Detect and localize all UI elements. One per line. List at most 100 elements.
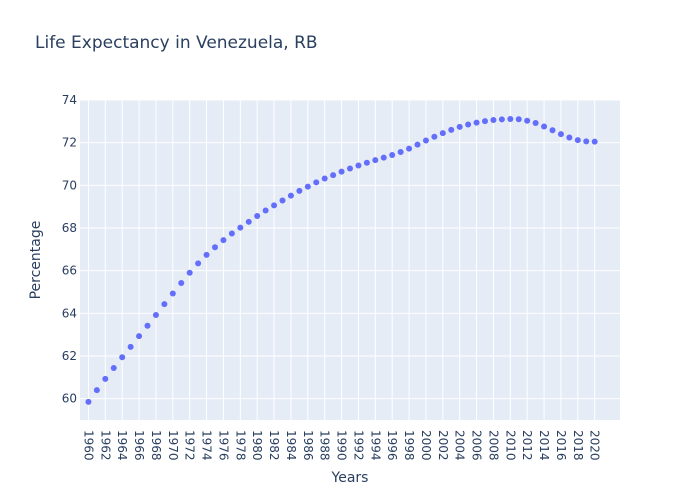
y-tick-labels: 60 62 64 66 68 70 72 74	[62, 93, 77, 406]
y-axis-title: Percentage	[28, 221, 44, 300]
x-tick-label: 2008	[486, 430, 500, 461]
x-tick-label: 2006	[470, 430, 484, 461]
data-point	[321, 175, 328, 182]
data-point	[380, 154, 387, 161]
data-point	[237, 224, 244, 231]
data-point	[448, 126, 455, 133]
data-point	[178, 280, 185, 287]
x-tick-label: 2004	[453, 430, 467, 461]
x-tick-label: 2016	[554, 430, 568, 461]
data-point	[245, 218, 252, 225]
x-tick-label: 2010	[503, 430, 517, 461]
data-point	[465, 121, 472, 128]
data-point	[363, 159, 370, 166]
data-point	[127, 343, 134, 350]
x-tick-label: 1968	[149, 430, 163, 461]
data-point	[119, 354, 126, 361]
data-point	[397, 149, 404, 156]
data-point	[169, 290, 176, 297]
x-tick-label: 2018	[571, 430, 585, 461]
data-point	[110, 364, 117, 371]
data-point	[557, 131, 564, 138]
x-tick-label: 1978	[233, 430, 247, 461]
x-tick-label: 1966	[132, 430, 146, 461]
x-tick-label: 1992	[351, 430, 365, 461]
data-point	[220, 237, 227, 244]
data-point	[406, 145, 413, 152]
data-point	[144, 322, 151, 329]
y-tick-label: 60	[62, 392, 77, 406]
y-tick-label: 70	[62, 178, 77, 192]
y-tick-label: 62	[62, 349, 77, 363]
data-point	[347, 165, 353, 172]
x-tick-label: 2020	[588, 430, 602, 461]
x-tick-label: 2000	[419, 430, 433, 461]
data-point	[574, 137, 581, 144]
data-point	[431, 133, 438, 140]
x-tick-label: 1960	[81, 430, 95, 461]
x-tick-label: 1994	[368, 430, 382, 461]
data-point	[136, 333, 143, 340]
x-tick-label: 1984	[284, 430, 298, 461]
y-tick-label: 74	[62, 93, 77, 107]
data-point	[304, 183, 311, 190]
data-point	[152, 312, 159, 319]
data-point	[389, 152, 396, 159]
plot-area-background	[80, 100, 620, 420]
chart-title: Life Expectancy in Venezuela, RB	[35, 33, 318, 53]
x-tick-label: 1970	[166, 430, 180, 461]
data-point	[262, 207, 269, 214]
data-point	[524, 117, 531, 124]
y-tick-label: 68	[62, 221, 77, 235]
x-tick-label: 2012	[520, 430, 534, 461]
x-tick-label: 1986	[301, 430, 315, 461]
x-tick-label: 1998	[402, 430, 416, 461]
x-tick-label: 1964	[115, 430, 129, 461]
data-point	[186, 269, 193, 276]
data-point	[271, 202, 278, 209]
data-point	[541, 123, 548, 130]
data-point	[515, 116, 522, 123]
data-point	[591, 138, 598, 145]
data-point	[456, 123, 463, 130]
x-axis-title: Years	[331, 470, 369, 486]
data-point	[372, 157, 379, 164]
grid-lines	[80, 99, 620, 420]
data-point	[279, 197, 286, 204]
data-point	[93, 387, 100, 394]
data-point	[287, 192, 294, 199]
data-point	[583, 138, 590, 145]
data-point	[507, 115, 514, 122]
data-point	[422, 137, 429, 144]
data-point	[254, 213, 261, 220]
y-tick-label: 72	[62, 136, 77, 150]
x-tick-label: 2002	[436, 430, 450, 461]
data-point	[498, 116, 505, 123]
data-point	[566, 134, 573, 141]
data-point	[296, 187, 303, 194]
x-tick-label: 1972	[183, 430, 197, 461]
x-tick-label: 1988	[318, 430, 332, 461]
x-tick-label: 1976	[216, 430, 230, 461]
data-point	[313, 179, 320, 186]
y-tick-label: 66	[62, 264, 77, 278]
x-tick-label: 1980	[250, 430, 264, 461]
data-point	[228, 230, 235, 237]
data-point	[330, 172, 337, 179]
x-tick-label: 1990	[335, 430, 349, 461]
data-point	[482, 118, 488, 125]
x-tick-labels: 1960 1962 1964 1966 1968 1970 1972 1974 1976 1978…	[81, 430, 601, 461]
x-tick-label: 1962	[98, 430, 112, 461]
data-point	[473, 119, 480, 126]
data-point	[532, 120, 539, 127]
x-tick-label: 2014	[537, 430, 551, 461]
x-tick-label: 1974	[200, 430, 214, 461]
data-point	[549, 127, 556, 134]
data-point	[414, 141, 421, 148]
data-point	[355, 162, 362, 169]
data-point	[439, 130, 446, 137]
data-points	[85, 115, 598, 405]
x-tick-label: 1982	[267, 430, 281, 461]
x-tick-label: 1996	[385, 430, 399, 461]
